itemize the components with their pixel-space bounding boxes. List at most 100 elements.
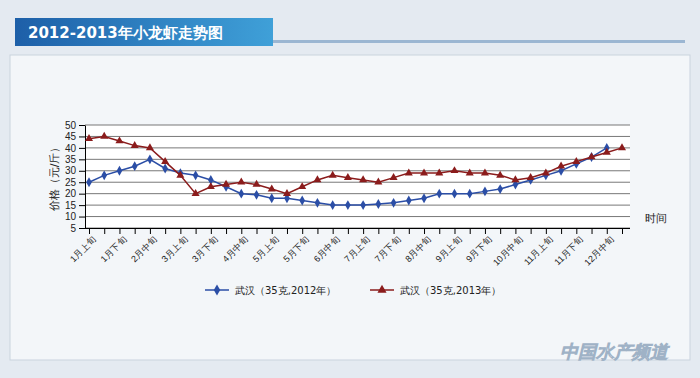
point	[390, 173, 398, 180]
marks	[85, 132, 626, 210]
tick: 5月上旬	[251, 228, 281, 264]
tick-mark	[454, 228, 455, 234]
point	[86, 177, 92, 187]
tick-label: 2月中旬	[129, 234, 159, 264]
tick: 6月中旬	[312, 228, 342, 264]
tick-mark	[79, 182, 85, 183]
tick-mark	[79, 228, 85, 229]
tick	[439, 228, 440, 234]
tick-mark	[89, 228, 90, 234]
grid-line	[85, 228, 630, 229]
tick-mark	[196, 228, 197, 234]
plot-area	[85, 125, 630, 228]
tick: 35	[65, 154, 85, 165]
tick-label: 10月中旬	[491, 234, 524, 267]
point	[406, 196, 412, 206]
tick: 5月下旬	[281, 228, 311, 264]
tick: 11月上旬	[522, 228, 555, 267]
point	[374, 178, 382, 185]
title-rule	[273, 40, 685, 43]
tick	[622, 228, 623, 234]
tick: 10	[65, 211, 85, 222]
tick: 45	[65, 131, 85, 142]
tick-mark	[439, 228, 440, 234]
tick	[287, 228, 288, 234]
tick-label: 10	[65, 211, 77, 222]
tick-label: 1月上旬	[68, 234, 98, 264]
tick: 30	[65, 165, 85, 176]
tick-label: 9月上旬	[434, 234, 464, 264]
point	[329, 171, 337, 178]
tick: 8月中旬	[403, 228, 433, 264]
tick-label: 7月下旬	[373, 234, 403, 264]
point	[237, 178, 245, 185]
tick: 7月上旬	[342, 228, 372, 264]
tick: 1月上旬	[68, 228, 98, 264]
tick	[409, 228, 410, 234]
tick	[317, 228, 318, 234]
point	[496, 171, 504, 178]
title-banner	[15, 18, 273, 46]
point	[298, 182, 306, 189]
point	[146, 143, 154, 150]
point	[254, 190, 260, 200]
point	[147, 154, 153, 164]
tick-mark	[180, 228, 181, 234]
tick-label: 1月下旬	[99, 234, 129, 264]
point	[85, 134, 93, 141]
point	[315, 198, 321, 208]
tick-mark	[576, 228, 577, 234]
point	[467, 189, 473, 199]
tick-mark	[241, 228, 242, 234]
tick	[470, 228, 471, 234]
legend: 武汉（35克,2012年）武汉（35克,2013年）	[205, 284, 501, 296]
tick-label: 5	[70, 223, 76, 234]
point	[466, 168, 474, 175]
tick-label: 25	[65, 177, 77, 188]
tick-label: 3月下旬	[190, 234, 220, 264]
tick: 7月下旬	[373, 228, 403, 264]
tick-label: 30	[65, 165, 77, 176]
tick-mark	[363, 228, 364, 234]
tick-mark	[333, 228, 334, 234]
tick	[196, 228, 197, 234]
grid-line	[85, 216, 630, 217]
tick: 9月下旬	[464, 228, 494, 264]
point	[603, 148, 611, 155]
tick-mark	[424, 228, 425, 234]
tick: 15	[65, 200, 85, 211]
tick-mark	[79, 205, 85, 206]
tick-label: 3月上旬	[160, 234, 190, 264]
tick: 25	[65, 177, 85, 188]
tick-mark	[272, 228, 273, 234]
tick-mark	[79, 136, 85, 137]
tick: 11月下旬	[552, 228, 585, 267]
tick-mark	[592, 228, 593, 234]
tick: 9月上旬	[434, 228, 464, 264]
point	[542, 168, 550, 175]
point	[252, 180, 260, 187]
tick-label: 45	[65, 131, 77, 142]
tick-mark	[561, 228, 562, 234]
tick	[348, 228, 349, 234]
tick-mark	[317, 228, 318, 234]
tick-mark	[119, 228, 120, 234]
point	[481, 168, 489, 175]
axis-line	[85, 228, 630, 229]
point	[527, 173, 535, 180]
point	[359, 175, 367, 182]
tick-mark	[257, 228, 258, 234]
tick: 3月上旬	[160, 228, 190, 264]
tick-mark	[79, 125, 85, 126]
point	[344, 173, 352, 180]
legend-label: 武汉（35克,2012年）	[235, 285, 336, 296]
tick-mark	[500, 228, 501, 234]
tick-mark	[531, 228, 532, 234]
tick-label: 5月上旬	[251, 234, 281, 264]
tick-mark	[79, 217, 85, 218]
tick-mark	[470, 228, 471, 234]
tick-mark	[165, 228, 166, 234]
point	[161, 157, 169, 164]
tick-mark	[378, 228, 379, 234]
tick-label: 5月下旬	[281, 234, 311, 264]
